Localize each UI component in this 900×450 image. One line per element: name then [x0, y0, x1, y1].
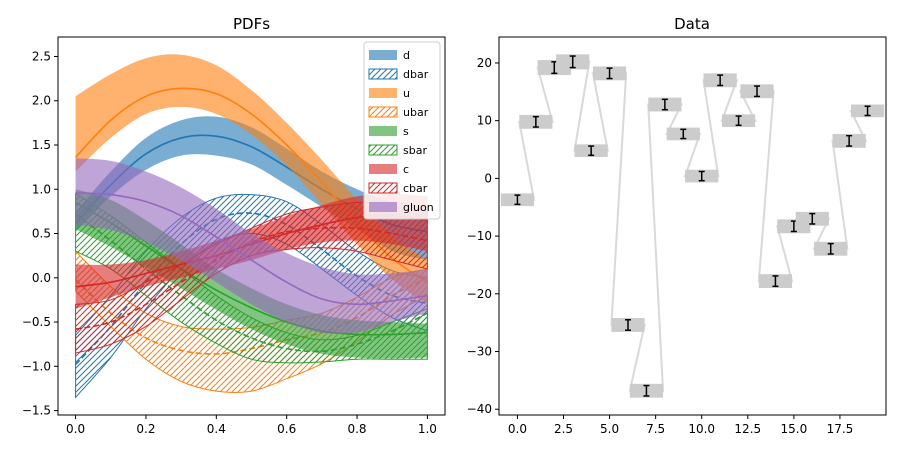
band-d	[75, 116, 428, 261]
data-plot-area	[500, 54, 885, 398]
legend-swatch	[369, 126, 397, 136]
pdfs-plot-area	[75, 54, 428, 399]
legend-box	[363, 41, 441, 220]
y-tick-label: −0.5	[22, 315, 51, 329]
y-tick-label: −1.5	[22, 404, 51, 418]
pdfs-title: PDFs	[233, 15, 270, 33]
pdfs-axes: 0.0 0.2 0.4 0.6 0.8 1.0 −1.5 −1.0 −0.5 0.0 0.5 1.0 1…	[22, 36, 446, 436]
data-panel: Data 0.0 2.5 5.0 7.5 10.0 12.5 15.0 17.5 −40 −30 −…	[467, 15, 887, 436]
data-point	[758, 274, 793, 289]
legend-label: ubar	[403, 106, 429, 119]
y-tick-label: 10	[477, 114, 492, 128]
data-point	[721, 114, 756, 128]
y-tick-label: −10	[467, 229, 492, 243]
data-point	[740, 84, 774, 99]
pdfs-legend: d dbar u ubar s sbar c cbar gluon	[363, 41, 441, 220]
legend-swatch	[369, 164, 397, 174]
data-point	[629, 383, 664, 398]
y-tick-label: 1.5	[32, 138, 51, 152]
pdfs-panel: PDFs 0.0 0.2 0.4 0.6 0.8 1.0−1.5−1.0−0.50.00.…	[22, 15, 446, 436]
data-point	[814, 241, 848, 256]
x-tick-label: 17.5	[827, 422, 854, 436]
data-point	[832, 133, 866, 148]
y-tick-label: 2.5	[32, 49, 51, 63]
legend-item-cbar: cbar	[368, 182, 428, 195]
legend-label: u	[403, 87, 410, 100]
x-tick-label: 0.6	[277, 422, 296, 436]
legend-swatch	[369, 88, 397, 98]
legend-swatch	[369, 50, 397, 60]
data-point	[574, 144, 608, 158]
data-point	[519, 114, 553, 129]
legend-item-ubar: ubar	[368, 106, 429, 119]
x-tick-label: 12.5	[734, 422, 761, 436]
data-step-line	[500, 60, 885, 392]
x-tick-label: 7.5	[646, 422, 665, 436]
series-gluon	[75, 158, 428, 334]
legend-item-d: d	[369, 49, 410, 62]
x-tick-label: 0.0	[508, 422, 527, 436]
data-point	[556, 54, 590, 70]
legend-item-c: c	[369, 163, 409, 176]
legend-label: cbar	[403, 182, 428, 195]
y-tick-label: 0.0	[32, 271, 51, 285]
data-point	[666, 127, 700, 141]
legend-label: sbar	[403, 144, 427, 157]
y-tick-label: 20	[477, 56, 492, 70]
x-tick-label: 2.5	[554, 422, 573, 436]
line-sbar	[75, 213, 428, 353]
data-point	[500, 193, 535, 207]
y-tick-label: −40	[467, 402, 492, 416]
legend-swatch	[368, 144, 398, 156]
data-title: Data	[674, 15, 710, 33]
x-tick-label: 0.2	[136, 422, 155, 436]
legend-label: gluon	[403, 201, 434, 214]
y-tick-label: 2.0	[32, 94, 51, 108]
data-point	[648, 97, 682, 112]
x-tick-label: 0.8	[347, 422, 366, 436]
y-tick-label: −1.0	[22, 359, 51, 373]
line-cbar	[75, 226, 428, 330]
x-tick-label: 5.0	[600, 422, 619, 436]
band-gluon	[75, 158, 428, 334]
legend-item-u: u	[369, 87, 410, 100]
legend-item-sbar: sbar	[368, 144, 427, 157]
data-point	[611, 318, 645, 332]
data-point	[703, 73, 737, 88]
data-point	[592, 66, 627, 81]
legend-label: d	[403, 49, 410, 62]
legend-item-dbar: dbar	[368, 68, 429, 81]
legend-swatch	[369, 202, 397, 212]
legend-label: c	[403, 163, 409, 176]
x-tick-label: 0.4	[207, 422, 226, 436]
x-tick-label: 1.0	[418, 422, 437, 436]
legend-label: dbar	[403, 68, 429, 81]
data-point	[850, 104, 885, 118]
y-tick-label: 0.5	[32, 227, 51, 241]
legend-swatch	[368, 106, 398, 118]
y-tick-label: −20	[467, 287, 492, 301]
legend-item-gluon: gluon	[369, 201, 434, 214]
data-frame	[498, 36, 887, 416]
legend-swatch	[368, 182, 398, 194]
line-gluon	[75, 192, 428, 306]
y-tick-label: −30	[467, 345, 492, 359]
data-point	[795, 211, 829, 226]
data-axes: 0.0 2.5 5.0 7.5 10.0 12.5 15.0 17.5 −40 −30 −20 −10…	[467, 36, 887, 436]
data-point	[685, 169, 719, 183]
x-tick-label: 10.0	[688, 422, 715, 436]
pdfs-frame	[57, 36, 446, 416]
y-tick-label: 0	[484, 171, 492, 185]
y-tick-label: 1.0	[32, 182, 51, 196]
x-tick-label: 15.0	[780, 422, 807, 436]
legend-item-s: s	[369, 125, 409, 138]
legend-swatch	[368, 68, 398, 80]
x-tick-label: 0.0	[66, 422, 85, 436]
legend-label: s	[403, 125, 409, 138]
